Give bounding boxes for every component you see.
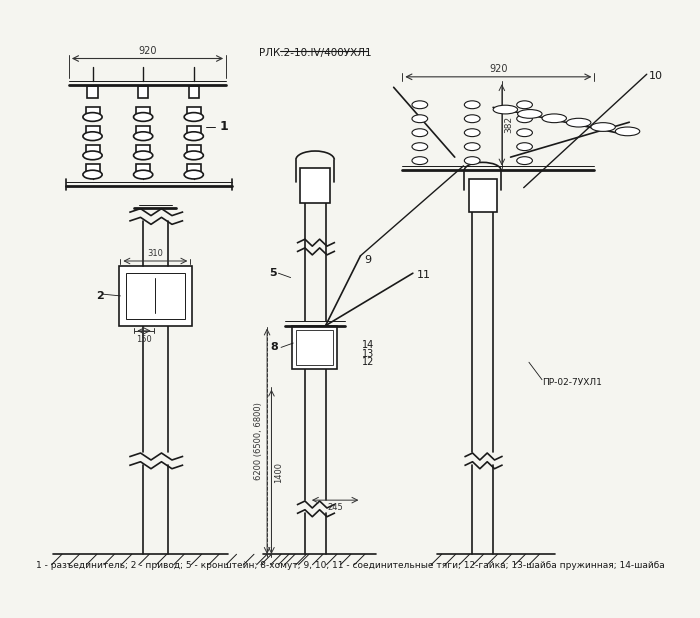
Bar [136, 164, 150, 175]
Ellipse shape [464, 143, 480, 151]
Text: 150: 150 [136, 335, 152, 344]
Ellipse shape [83, 132, 102, 140]
Bar [138, 85, 148, 98]
Ellipse shape [412, 101, 428, 109]
Bar [88, 85, 98, 98]
Ellipse shape [184, 112, 204, 121]
Ellipse shape [412, 157, 428, 164]
Ellipse shape [517, 129, 533, 137]
Ellipse shape [517, 109, 542, 118]
Ellipse shape [464, 115, 480, 122]
Text: 11: 11 [416, 270, 430, 280]
Ellipse shape [517, 143, 533, 151]
Text: 1: 1 [219, 120, 228, 133]
Ellipse shape [464, 129, 480, 137]
Ellipse shape [517, 157, 533, 164]
Bar [136, 125, 150, 136]
Text: 13: 13 [362, 349, 375, 358]
Ellipse shape [591, 122, 615, 132]
Ellipse shape [412, 115, 428, 122]
Ellipse shape [542, 114, 566, 122]
Ellipse shape [134, 112, 153, 121]
Text: 6200 (6500, 6800): 6200 (6500, 6800) [253, 402, 262, 480]
Text: 920: 920 [139, 46, 157, 56]
Text: 5: 5 [270, 268, 277, 278]
Bar [187, 164, 201, 175]
Ellipse shape [493, 105, 517, 114]
Bar [85, 145, 99, 155]
Text: РЛК.2-10.IV/400УХЛ1: РЛК.2-10.IV/400УХЛ1 [259, 48, 372, 58]
Ellipse shape [83, 170, 102, 179]
Ellipse shape [134, 132, 153, 140]
Ellipse shape [184, 151, 204, 159]
Bar [469, 179, 496, 212]
Ellipse shape [566, 118, 591, 127]
Text: 2: 2 [96, 291, 104, 301]
Text: 10: 10 [648, 71, 662, 81]
Bar [296, 330, 332, 365]
Bar [187, 145, 201, 155]
Text: 382: 382 [505, 116, 514, 133]
Bar [187, 125, 201, 136]
Bar [85, 106, 99, 117]
Ellipse shape [412, 129, 428, 137]
Text: 9: 9 [364, 255, 371, 265]
Bar [188, 85, 199, 98]
Ellipse shape [517, 101, 533, 109]
Bar [85, 164, 99, 175]
Text: 14: 14 [362, 340, 375, 350]
Bar [119, 266, 192, 326]
Ellipse shape [412, 143, 428, 151]
Ellipse shape [615, 127, 640, 136]
Ellipse shape [184, 170, 204, 179]
Ellipse shape [83, 151, 102, 159]
Bar [300, 169, 330, 203]
Ellipse shape [464, 101, 480, 109]
Text: 310: 310 [148, 248, 163, 258]
Ellipse shape [83, 112, 102, 121]
Text: 920: 920 [489, 64, 508, 74]
Text: 1400: 1400 [274, 462, 283, 483]
Text: ПР-02-7УХЛ1: ПР-02-7УХЛ1 [542, 378, 602, 387]
Ellipse shape [517, 115, 533, 122]
Text: 8: 8 [271, 342, 279, 352]
Ellipse shape [134, 170, 153, 179]
Ellipse shape [184, 132, 204, 140]
Bar [291, 326, 337, 369]
Ellipse shape [464, 157, 480, 164]
Text: 1 - разъединитель; 2 - привод; 5 - кронштейн; 8-хомут; 9, 10, 11 - соединительны: 1 - разъединитель; 2 - привод; 5 - кронш… [36, 561, 664, 570]
Text: 245: 245 [328, 503, 343, 512]
Bar [126, 273, 185, 319]
Ellipse shape [134, 151, 153, 159]
Bar [136, 145, 150, 155]
Bar [85, 125, 99, 136]
Bar [136, 106, 150, 117]
Bar [187, 106, 201, 117]
Text: 12: 12 [362, 357, 375, 367]
